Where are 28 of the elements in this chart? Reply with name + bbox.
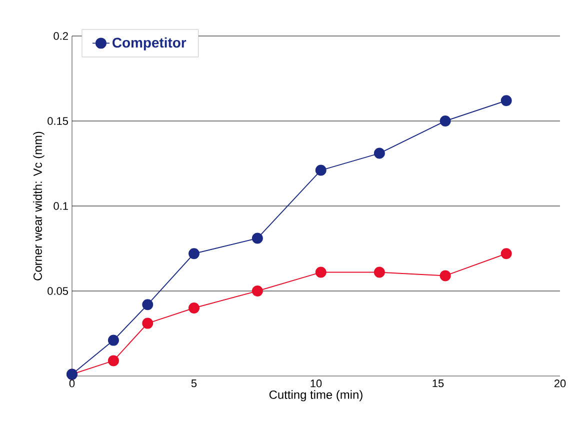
x-tick-label: 15 — [432, 380, 444, 388]
x-tick-label: 0 — [69, 380, 75, 388]
point — [142, 299, 154, 310]
point — [188, 302, 200, 314]
y-tick-label: 0.1 — [54, 202, 68, 210]
point — [374, 266, 385, 278]
point — [188, 248, 200, 260]
point — [315, 164, 326, 176]
point — [374, 148, 385, 159]
y-tick-label: 0.15 — [48, 117, 68, 125]
point — [440, 270, 451, 282]
x-tick-label: 20 — [554, 380, 566, 388]
x-tick-label: 5 — [191, 380, 197, 388]
y-tick-label: 0.2 — [54, 32, 68, 40]
legend-label: Competitor — [112, 37, 186, 50]
point — [108, 334, 119, 346]
point — [500, 248, 512, 260]
point — [315, 266, 326, 278]
point — [252, 286, 263, 296]
point — [108, 355, 119, 366]
x-tick-label: 10 — [310, 380, 322, 388]
point — [142, 318, 154, 329]
point — [440, 115, 451, 126]
y-axis-title: Corner wear width: Vc (mm) — [33, 132, 44, 280]
point — [252, 232, 263, 244]
point — [500, 95, 512, 106]
y-tick-label: 0.05 — [48, 287, 68, 295]
x-axis-title: Cutting time (min) — [269, 390, 362, 402]
